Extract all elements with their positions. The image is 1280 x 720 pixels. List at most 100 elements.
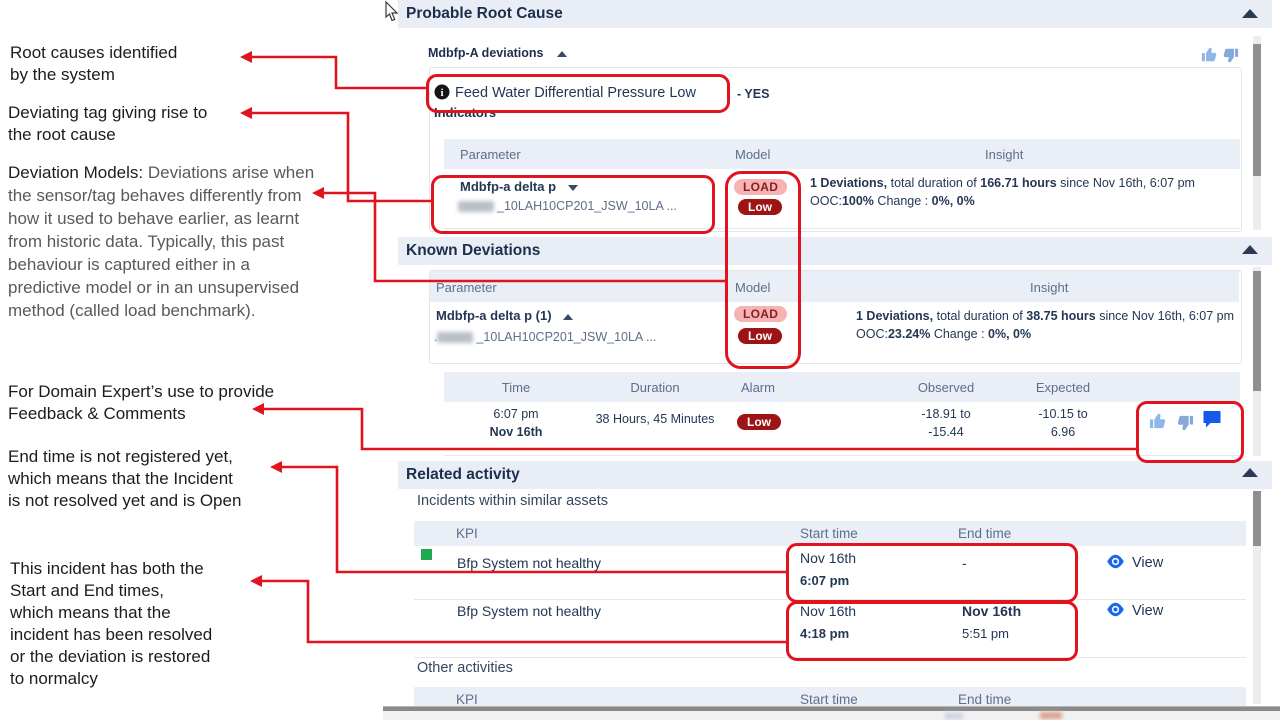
highlight-model-column-box bbox=[725, 171, 801, 369]
insight-text: Change : bbox=[873, 194, 932, 208]
indicator-parameter[interactable]: Mdbfp-a delta p bbox=[460, 179, 578, 194]
col-insight: Insight bbox=[1030, 280, 1069, 295]
annotation-deviation-models: Deviation Models: Deviations arise when … bbox=[8, 161, 320, 322]
comment-icon[interactable] bbox=[1202, 409, 1222, 429]
annotation-line: or the deviation is restored bbox=[10, 647, 211, 666]
thumbs-up-icon[interactable] bbox=[1149, 411, 1168, 430]
panel-known-deviations-header[interactable]: Known Deviations bbox=[398, 237, 1272, 265]
insight-text: Change : bbox=[930, 327, 989, 341]
kpi-status-icon bbox=[421, 549, 432, 560]
panel-probable-root-cause-header[interactable]: Probable Root Cause bbox=[398, 0, 1272, 28]
highlight-resolved-incident-times-box bbox=[786, 601, 1078, 661]
indicator-insight-line1: 1 Deviations, total duration of 166.71 h… bbox=[810, 176, 1195, 190]
insight-bold: 1 Deviations, bbox=[810, 176, 888, 190]
col-expected: Expected bbox=[1035, 380, 1091, 395]
col-end-time: End time bbox=[958, 526, 1012, 541]
annotation-root-causes: Root causes identified by the system bbox=[10, 42, 177, 86]
view-link[interactable]: View bbox=[1132, 555, 1164, 571]
annotation-line: is not resolved yet and is Open bbox=[8, 491, 242, 510]
info-icon[interactable]: i bbox=[434, 84, 450, 100]
col-model: Model bbox=[735, 280, 771, 295]
insight-bold: 1 Deviations, bbox=[856, 309, 934, 323]
annotation-line: which means that the Incident bbox=[8, 469, 233, 488]
parameter-name: Mdbfp-a delta p (1) bbox=[436, 308, 552, 323]
scrollbar-thumb[interactable] bbox=[1253, 491, 1261, 546]
indicators-table-header bbox=[444, 139, 1240, 169]
panel-title: Known Deviations bbox=[406, 242, 541, 259]
thumbs-up-icon[interactable] bbox=[1201, 45, 1219, 63]
history-duration: 38 Hours, 45 Minutes bbox=[595, 412, 715, 426]
scrollbar-thumb[interactable] bbox=[1253, 271, 1261, 391]
row-divider bbox=[414, 657, 1246, 658]
annotation-line: to normalcy bbox=[10, 669, 98, 688]
observed-to: -15.44 bbox=[928, 425, 964, 439]
col-observed: Observed bbox=[917, 380, 975, 395]
root-cause-name[interactable]: Feed Water Differential Pressure Low bbox=[455, 85, 696, 101]
col-end-time: End time bbox=[958, 692, 1012, 707]
chevron-up-icon[interactable] bbox=[557, 51, 567, 57]
collapse-icon[interactable] bbox=[1242, 245, 1258, 254]
panel-title: Probable Root Cause bbox=[406, 5, 563, 22]
kd-insight-line1: 1 Deviations, total duration of 38.75 ho… bbox=[856, 309, 1234, 323]
tag-text: _10LAH10CP201_JSW_10LA ... bbox=[476, 330, 657, 344]
annotation-line: the root cause bbox=[8, 125, 116, 144]
bottom-strip-artifact bbox=[945, 713, 963, 719]
start-time: 6:07 pm bbox=[800, 573, 850, 588]
annotation-line: by the system bbox=[10, 65, 115, 84]
model-badge-load: LOAD bbox=[734, 306, 788, 322]
annotation-line: This incident has both the bbox=[10, 559, 204, 578]
kpi-name[interactable]: Bfp System not healthy bbox=[457, 603, 601, 619]
end-date: - bbox=[962, 555, 967, 571]
insight-text: since Nov 16th, 6:07 pm bbox=[1095, 309, 1235, 323]
insight-bold: 100% bbox=[841, 194, 874, 208]
thumbs-down-icon[interactable] bbox=[1175, 414, 1194, 433]
highlight-root-cause-box bbox=[426, 74, 730, 113]
col-kpi: KPI bbox=[456, 692, 478, 707]
col-start-time: Start time bbox=[800, 526, 858, 541]
chevron-up-icon[interactable] bbox=[563, 314, 574, 320]
arrowhead bbox=[240, 51, 252, 63]
col-model: Model bbox=[735, 147, 771, 162]
observed-from: -18.91 to bbox=[921, 407, 971, 421]
section-mdbfp-deviations[interactable]: Mdbfp-A deviations bbox=[428, 46, 567, 60]
view-link[interactable]: View bbox=[1132, 603, 1164, 619]
indicator-insight-line2: OOC:100% Change : 0%, 0% bbox=[810, 194, 975, 208]
incidents-subtitle: Incidents within similar assets bbox=[417, 493, 608, 509]
col-start-time: Start time bbox=[800, 692, 858, 707]
window-divider-bar[interactable] bbox=[383, 706, 1280, 712]
arrowhead bbox=[250, 575, 262, 587]
collapse-icon[interactable] bbox=[1242, 9, 1258, 18]
annotation-line: Start and End times, bbox=[10, 581, 165, 600]
insight-bold: 23.24% bbox=[887, 327, 931, 341]
bottom-strip bbox=[383, 711, 1280, 720]
kd-tag: . _10LAH10CP201_JSW_10LA ... bbox=[434, 330, 657, 344]
model-badge-low: Low bbox=[738, 199, 782, 215]
redacted-tag-prefix bbox=[437, 332, 474, 344]
highlight-open-incident-times-box bbox=[786, 543, 1078, 603]
eye-icon[interactable] bbox=[1106, 554, 1125, 569]
col-parameter: Parameter bbox=[436, 280, 497, 295]
highlight-feedback-box bbox=[1136, 401, 1244, 463]
model-badge-load: LOAD bbox=[734, 179, 788, 195]
panel-related-activity-header[interactable]: Related activity bbox=[398, 461, 1272, 489]
col-duration: Duration bbox=[630, 380, 680, 395]
annotation-label: Deviation Models: bbox=[8, 163, 144, 182]
annotation-feedback: For Domain Expert’s use to provide Feedb… bbox=[8, 381, 274, 425]
collapse-icon[interactable] bbox=[1242, 468, 1258, 477]
insight-text: total duration of bbox=[887, 176, 981, 190]
annotation-line: Feedback & Comments bbox=[8, 404, 186, 423]
chevron-down-icon[interactable] bbox=[567, 185, 578, 191]
scrollbar-thumb[interactable] bbox=[1253, 44, 1261, 176]
kd-insight-line2: OOC:23.24% Change : 0%, 0% bbox=[856, 327, 1031, 341]
panel-title: Related activity bbox=[406, 466, 520, 483]
end-date: Nov 16th bbox=[962, 603, 1022, 619]
eye-icon[interactable] bbox=[1106, 602, 1125, 617]
annotation-deviating-tag: Deviating tag giving rise to the root ca… bbox=[8, 102, 207, 146]
thumbs-down-icon[interactable] bbox=[1221, 47, 1239, 65]
scrollbar-track[interactable] bbox=[1253, 491, 1261, 704]
row-divider bbox=[444, 455, 1240, 456]
highlight-parameter-box bbox=[431, 175, 715, 234]
kd-parameter[interactable]: Mdbfp-a delta p (1) bbox=[436, 308, 574, 323]
insight-bold: 38.75 hours bbox=[1026, 309, 1096, 323]
kpi-name[interactable]: Bfp System not healthy bbox=[457, 555, 601, 571]
